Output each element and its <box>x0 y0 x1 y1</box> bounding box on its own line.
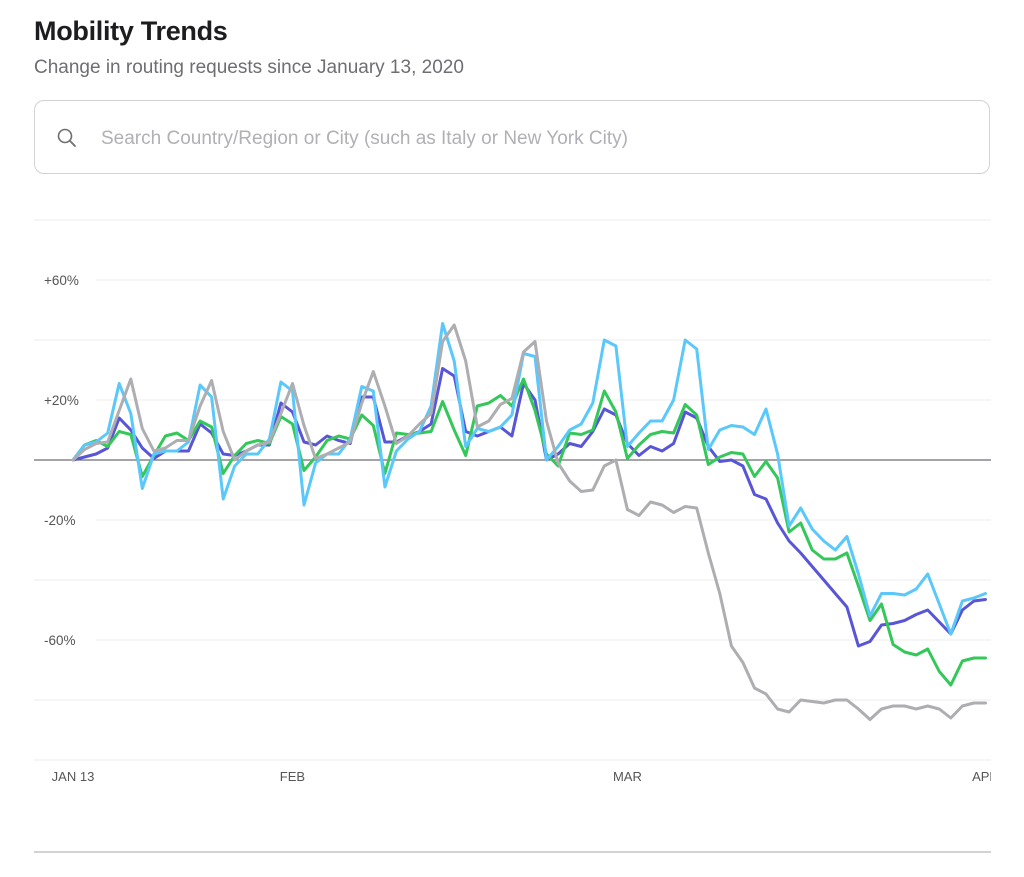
search-box[interactable] <box>34 100 990 174</box>
x-tick-label: MAR <box>613 769 642 784</box>
y-tick-label: -60% <box>44 633 76 648</box>
series-line-0 <box>71 367 987 648</box>
series-line-2 <box>71 322 987 636</box>
bottom-divider <box>34 851 991 853</box>
x-tick-label: FEB <box>280 769 305 784</box>
y-tick-label: +20% <box>44 393 79 408</box>
x-tick-label: JAN 13 <box>52 769 95 784</box>
search-input[interactable] <box>99 121 963 157</box>
x-tick-label: APR <box>972 769 999 784</box>
series-line-1 <box>71 377 987 687</box>
y-tick-label: -20% <box>44 513 76 528</box>
page-title: Mobility Trends <box>34 16 228 46</box>
page-subtitle: Change in routing requests since January… <box>34 57 464 78</box>
series-line-3 <box>71 323 987 721</box>
search-icon <box>57 128 76 147</box>
y-tick-label: +60% <box>44 273 79 288</box>
